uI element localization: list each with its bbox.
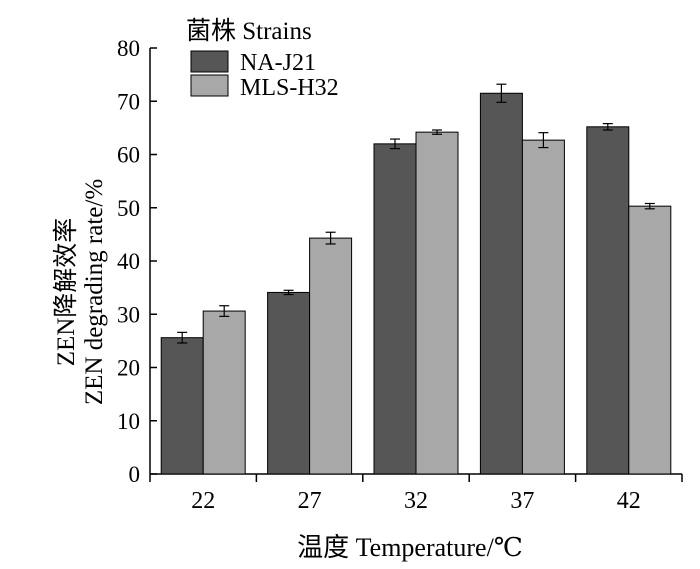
x-tick-label: 32 [404,488,428,514]
x-tick-label: 27 [298,488,322,514]
bar-mls-h32-42 [628,205,672,475]
x-tick-label: 42 [617,488,641,514]
legend-label-mls-h32: MLS-H32 [240,75,339,101]
bar-na-j21-22 [160,337,204,475]
x-axis-label: 温度 Temperature/℃ [297,533,523,562]
x-tick-label: 37 [510,488,534,514]
y-axis: 0 10 20 30 40 50 60 70 80 [117,36,157,487]
x-axis: 22 27 32 37 42 [149,473,683,514]
bar-na-j21-37 [479,92,523,475]
y-tick-label: 30 [117,302,140,327]
y-tick-label: 60 [117,143,140,168]
legend-swatch-mls-h32 [190,74,229,97]
bar-mls-h32-37 [521,139,565,475]
legend-title: 菌株 Strains [186,17,312,45]
bar-na-j21-32 [373,143,417,475]
y-tick-label: 50 [117,196,140,221]
y-axis-label-cn: ZEN降解效率 [52,218,80,367]
bar-na-j21-27 [267,291,311,475]
legend-label-na-j21: NA-J21 [240,50,316,76]
y-tick-label: 70 [117,89,140,114]
legend-swatch-na-j21 [190,50,229,73]
bar-na-j21-42 [586,126,630,475]
legend: 菌株 Strains NA-J21 MLS-H32 [186,17,339,101]
y-tick-label: 0 [129,462,141,487]
y-tick-label: 80 [117,36,140,61]
y-tick-label: 40 [117,249,140,274]
y-axis-label-en: ZEN degrading rate/% [81,179,108,405]
bars [160,92,672,475]
bar-mls-h32-22 [202,310,246,475]
y-tick-label: 20 [117,356,140,381]
y-tick-label: 10 [117,409,140,434]
bar-mls-h32-32 [415,131,459,475]
y-axis-title: ZEN降解效率 ZEN degrading rate/% [52,179,108,405]
error-bars [177,83,655,344]
x-tick-label: 22 [191,488,215,514]
bar-mls-h32-27 [309,237,353,475]
